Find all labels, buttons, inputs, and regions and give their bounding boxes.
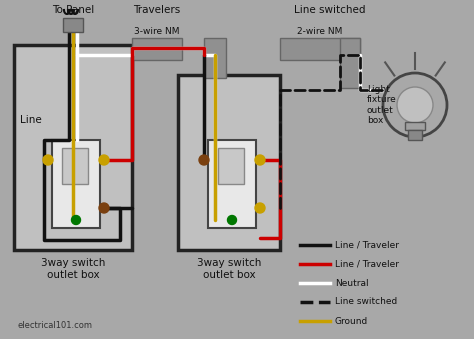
Bar xyxy=(63,18,83,32)
Bar xyxy=(208,140,256,228)
Text: Neutral: Neutral xyxy=(335,279,369,287)
Text: 3-wire NM: 3-wire NM xyxy=(134,27,180,36)
Circle shape xyxy=(199,155,209,165)
Bar xyxy=(340,38,360,88)
Text: Light
fixture
outlet
box: Light fixture outlet box xyxy=(367,85,397,125)
Text: Line: Line xyxy=(20,115,42,125)
Bar xyxy=(218,148,244,184)
Text: Ground: Ground xyxy=(335,317,368,325)
Text: To Panel: To Panel xyxy=(52,5,94,15)
Bar xyxy=(178,75,280,250)
Circle shape xyxy=(72,216,81,224)
Bar xyxy=(408,130,422,140)
Text: Line switched: Line switched xyxy=(294,5,366,15)
Circle shape xyxy=(43,155,53,165)
Text: 2-wire NM: 2-wire NM xyxy=(297,27,343,36)
Bar xyxy=(14,45,132,250)
Text: Line / Traveler: Line / Traveler xyxy=(335,259,399,268)
Text: Line switched: Line switched xyxy=(335,298,397,306)
Circle shape xyxy=(99,203,109,213)
Circle shape xyxy=(397,87,433,123)
Text: 3way switch
outlet box: 3way switch outlet box xyxy=(197,258,261,280)
Bar xyxy=(52,140,100,228)
Circle shape xyxy=(255,155,265,165)
Circle shape xyxy=(99,155,109,165)
Text: electrical101.com: electrical101.com xyxy=(18,321,93,330)
Circle shape xyxy=(383,73,447,137)
Bar xyxy=(62,148,88,184)
Bar xyxy=(280,38,360,60)
Text: Travelers: Travelers xyxy=(133,5,181,15)
Circle shape xyxy=(228,216,237,224)
Bar xyxy=(204,38,226,78)
Bar xyxy=(405,122,425,130)
Bar xyxy=(132,38,182,60)
Circle shape xyxy=(255,203,265,213)
Text: 3way switch
outlet box: 3way switch outlet box xyxy=(41,258,105,280)
Text: Line / Traveler: Line / Traveler xyxy=(335,240,399,250)
